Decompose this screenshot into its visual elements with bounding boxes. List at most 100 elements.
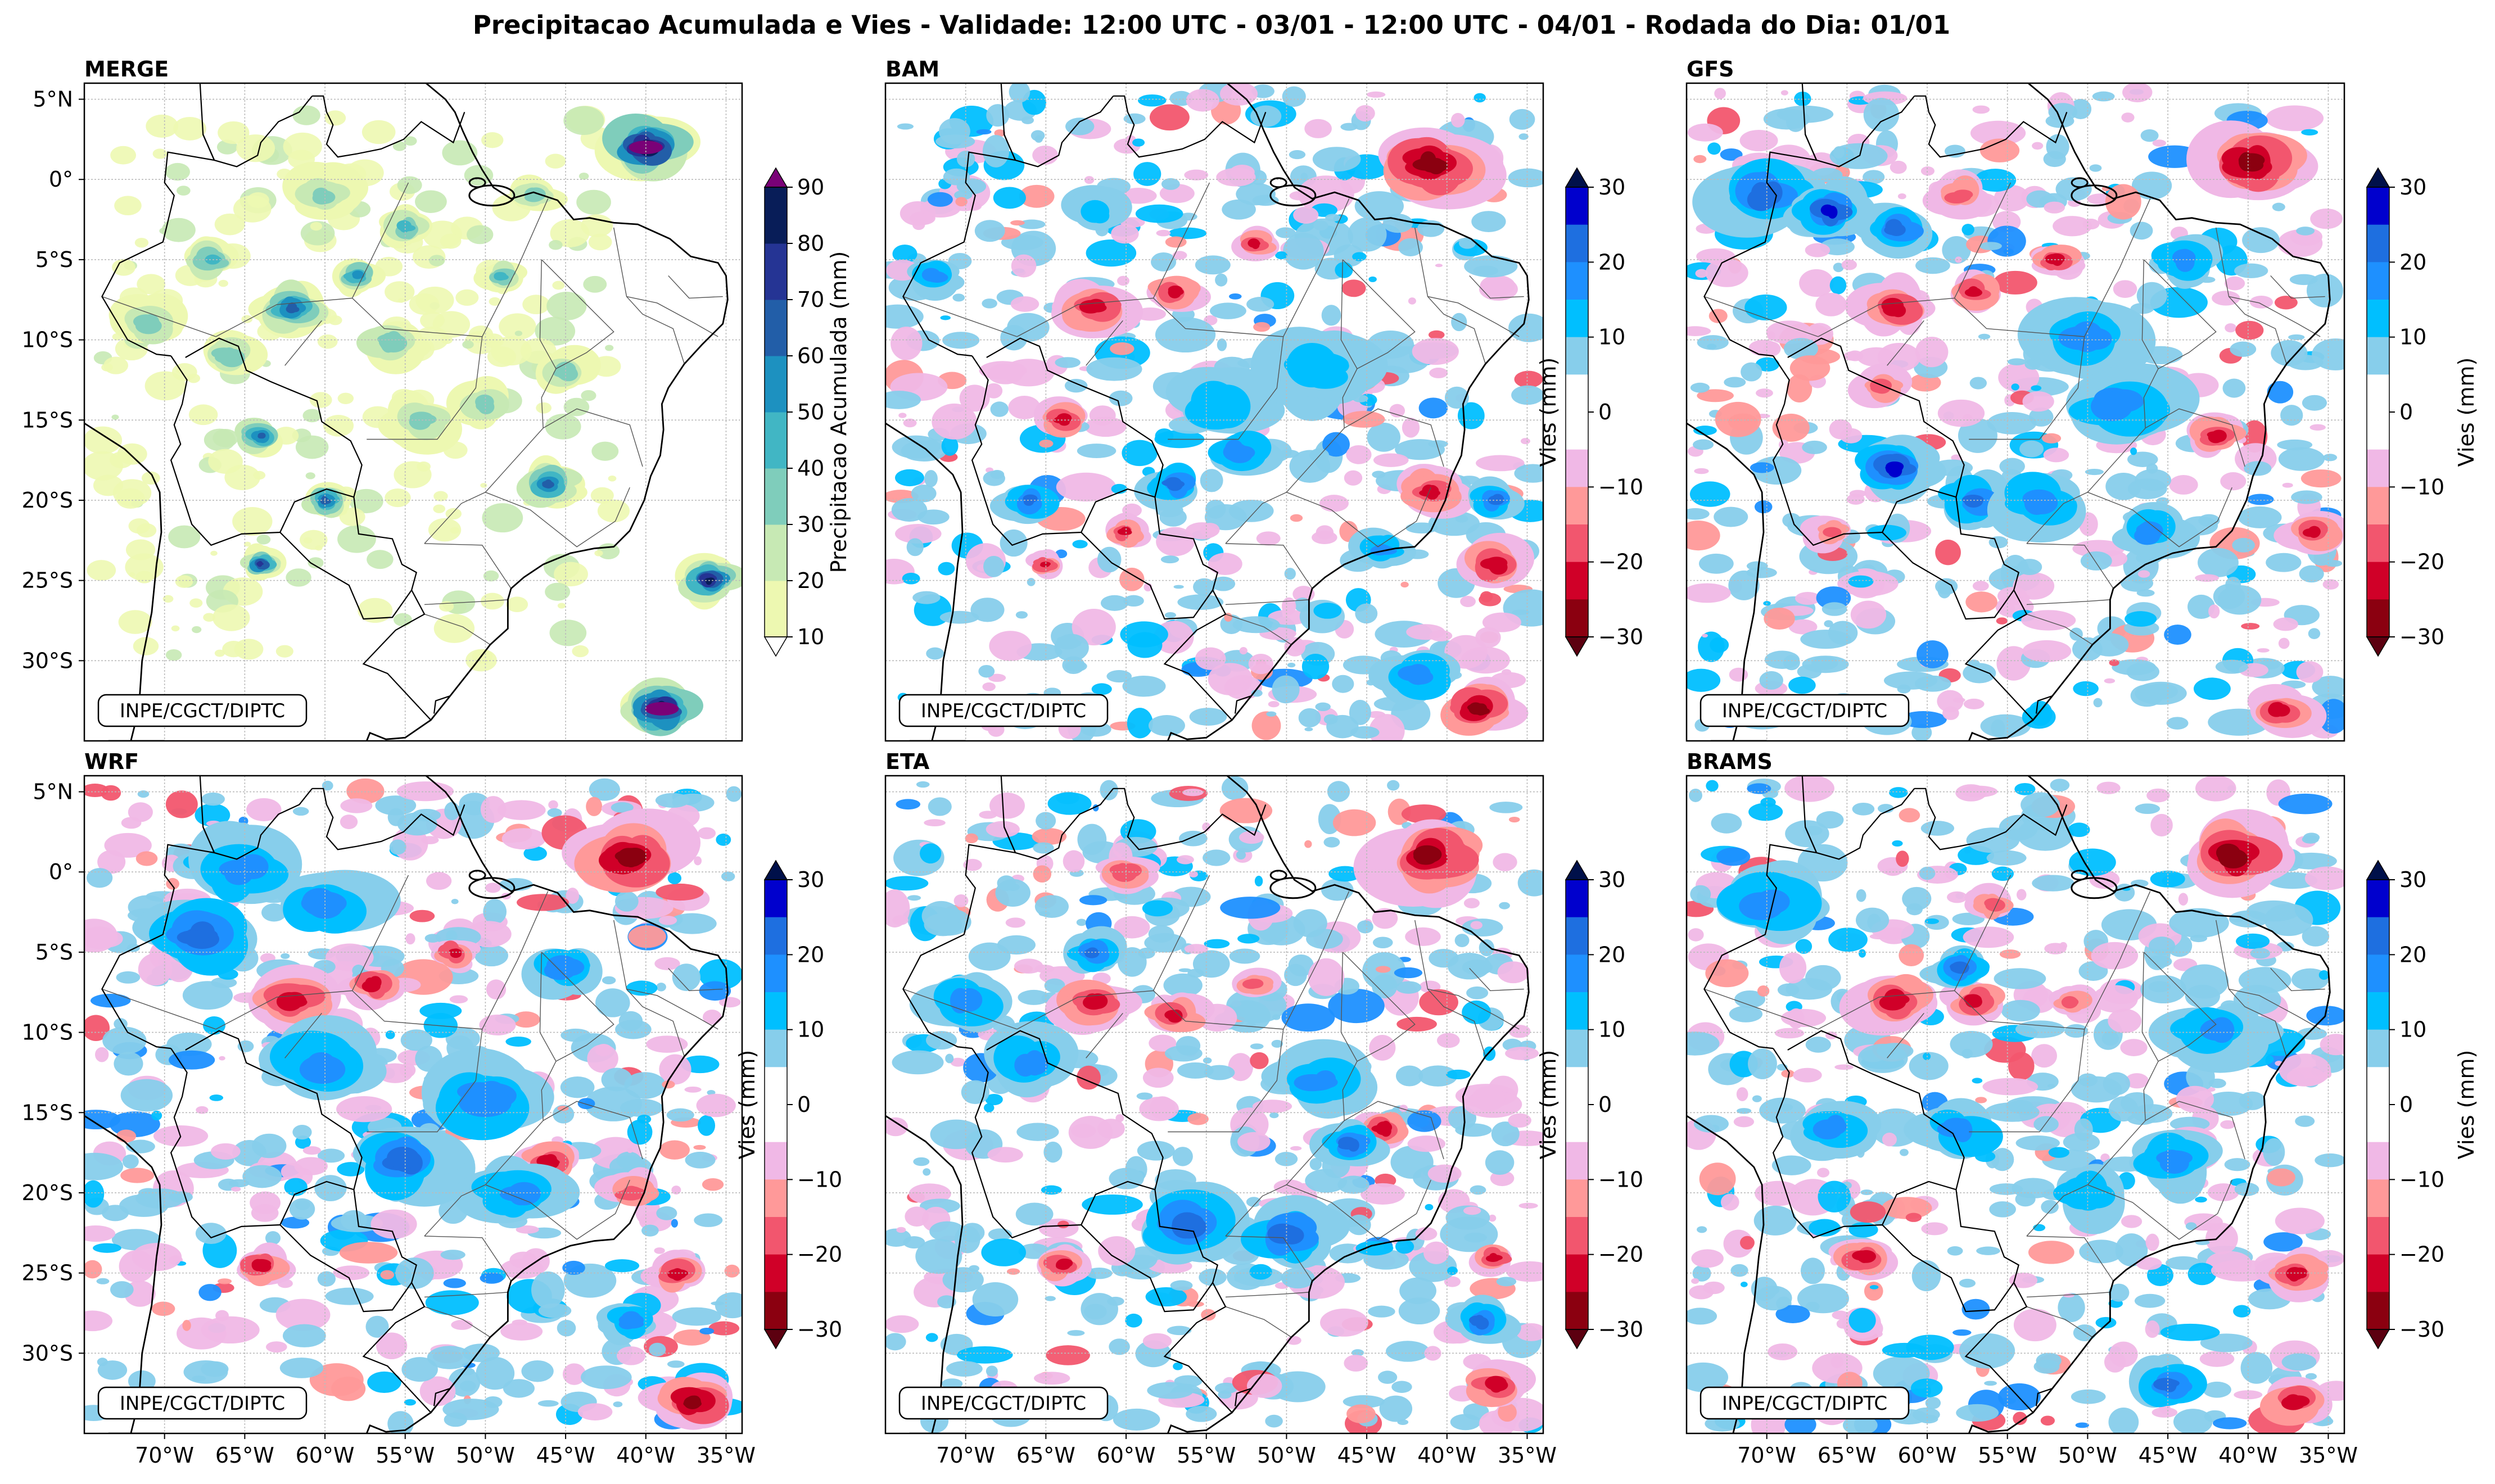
colorbar-swatch [765,880,787,918]
colorbar-swatch [2367,1254,2389,1292]
lat-ticks: 5°N 0° 5°S 10°S 15°S 20°S 25°S 30°S [22,780,84,1365]
panel-eta: ETA INPE/CGCT/DIPTC 70°W 65°W 60°W 55°W 50°W 45… [884,749,1643,1468]
lon-tick-label: 40°W [616,1443,675,1468]
panel-title: ETA [885,749,930,774]
lon-tick-label: 40°W [1417,1443,1476,1468]
field-layer [1687,83,2344,741]
colorbar-swatch [1566,1179,1588,1218]
colorbar-tick-label: −30 [797,1317,842,1342]
colorbar-swatch [765,524,787,581]
colorbar-label: Vies (mm) [1536,358,1561,467]
colorbar-tick-label: 0 [797,1092,811,1117]
colorbar-tick-label: 30 [2399,175,2426,200]
map-frame [884,775,1544,1435]
bias-colorbar: 30 20 10 0 −10 −20 −30 Vies (mm) [735,859,842,1350]
coastline [1687,776,2331,1433]
credit-text: INPE/CGCT/DIPTC [120,1392,285,1415]
map-area [84,83,742,741]
lon-ticks: 70°W 65°W 60°W 55°W 50°W 45°W 40°W 35°W [936,1433,1557,1468]
lon-tick-label: 35°W [697,1443,756,1468]
colorbar-tick-label: 30 [797,867,824,892]
field-layer [84,105,742,736]
lat-tick-label: 15°S [22,408,73,432]
colorbar-tick-label: −30 [2399,625,2444,649]
precip-colorbar: 10 20 30 40 50 60 70 80 90 Precipitacao Acumulada… [763,167,851,657]
lon-tick-label: 70°W [936,1443,995,1468]
lon-tick-label: 40°W [2218,1443,2277,1468]
colorbar-swatch [1566,599,1588,637]
credit-text: INPE/CGCT/DIPTC [120,700,285,722]
colorbar-swatch [2367,1067,2389,1105]
colorbar-tick-label: 0 [2399,400,2413,424]
colorbar-swatch [2367,1179,2389,1218]
colorbar-swatch [1566,1067,1588,1105]
colorbar-tick-label: 30 [797,512,824,537]
lon-tick-label: 55°W [1978,1443,2037,1468]
lon-tick-label: 55°W [376,1443,435,1468]
state-borders [102,182,723,645]
colorbar-swatch [1566,224,1588,263]
lat-tick-label: 25°S [22,568,73,593]
colorbar-tick-label: −20 [1598,1242,1643,1267]
lat-tick-label: 25°S [22,1261,73,1286]
colorbar-swatch [2367,337,2389,375]
panel-grid: MERGE INPE/CGCT/DIPTC 5°N 0° 5°S 10°S 15°S 20°S… [22,57,2479,1468]
colorbar-tick-label: 10 [797,1017,824,1042]
colorbar-swatch [1566,262,1588,300]
lon-tick-label: 50°W [1257,1443,1316,1468]
lat-ticks: 5°N 0° 5°S 10°S 15°S 20°S 25°S 30°S [22,87,84,673]
state-borders [903,875,1524,1338]
colorbar-swatch [1566,1029,1588,1067]
map-area [84,776,742,1433]
map-area [885,83,1543,741]
colorbar-tick-label: 30 [1598,867,1625,892]
panel-gfs: GFS INPE/CGCT/DIPTC 30 20 10 0 −10 −20 −30 Vies (… [1685,57,2479,742]
colorbar-tick-label: −10 [2399,1167,2444,1192]
lon-tick-label: 70°W [135,1443,194,1468]
state-borders [1704,182,2325,645]
colorbar-tick-label: 20 [2399,250,2426,274]
colorbar-swatch [2367,992,2389,1030]
colorbar-tick-label: −20 [2399,550,2444,574]
lat-tick-label: 15°S [22,1100,73,1125]
colorbar-swatch [765,1105,787,1143]
colorbar-tick-label: 70 [797,287,824,312]
colorbar-swatch [1566,487,1588,525]
lon-ticks: 70°W 65°W 60°W 55°W 50°W 45°W 40°W 35°W [1737,1433,2358,1468]
colorbar-tick-label: 10 [1598,1017,1625,1042]
panel-title: MERGE [84,57,169,82]
panel-merge: MERGE INPE/CGCT/DIPTC 5°N 0° 5°S 10°S 15°S 20°S… [22,57,851,742]
colorbar-tick-label: 60 [797,343,824,368]
coastline [84,83,729,741]
gridlines [885,83,1543,741]
lat-tick-label: 20°S [22,488,73,513]
colorbar-swatch [1566,562,1588,600]
bias-colorbar: 30 20 10 0 −10 −20 −30 Vies (mm) [2366,859,2479,1350]
lon-tick-label: 35°W [1498,1443,1557,1468]
lon-tick-label: 55°W [1177,1443,1236,1468]
colorbar-swatch [765,243,787,300]
lat-tick-label: 5°S [35,940,73,965]
country-borders [902,83,1267,721]
colorbar-swatch [765,1067,787,1105]
colorbar-swatch [1566,917,1588,955]
map-area [1687,776,2344,1433]
lon-tick-label: 45°W [2139,1443,2198,1468]
lon-tick-label: 60°W [1898,1443,1957,1468]
lon-tick-label: 50°W [456,1443,515,1468]
colorbar-swatch [1566,880,1588,918]
colorbar-tick-label: 80 [797,231,824,256]
colorbar-swatch [765,1179,787,1218]
colorbar-tick-label: 50 [797,400,824,424]
colorbar-tick-label: −10 [2399,474,2444,499]
colorbar-swatch [1566,187,1588,225]
map-area [885,776,1543,1433]
map-frame [1685,82,2345,742]
colorbar-label: Vies (mm) [735,1050,760,1160]
panel-title: WRF [84,749,139,774]
credit-text: INPE/CGCT/DIPTC [921,1392,1086,1415]
lon-tick-label: 70°W [1737,1443,1796,1468]
lat-tick-label: 0° [49,167,73,192]
credit-text: INPE/CGCT/DIPTC [1722,1392,1887,1415]
